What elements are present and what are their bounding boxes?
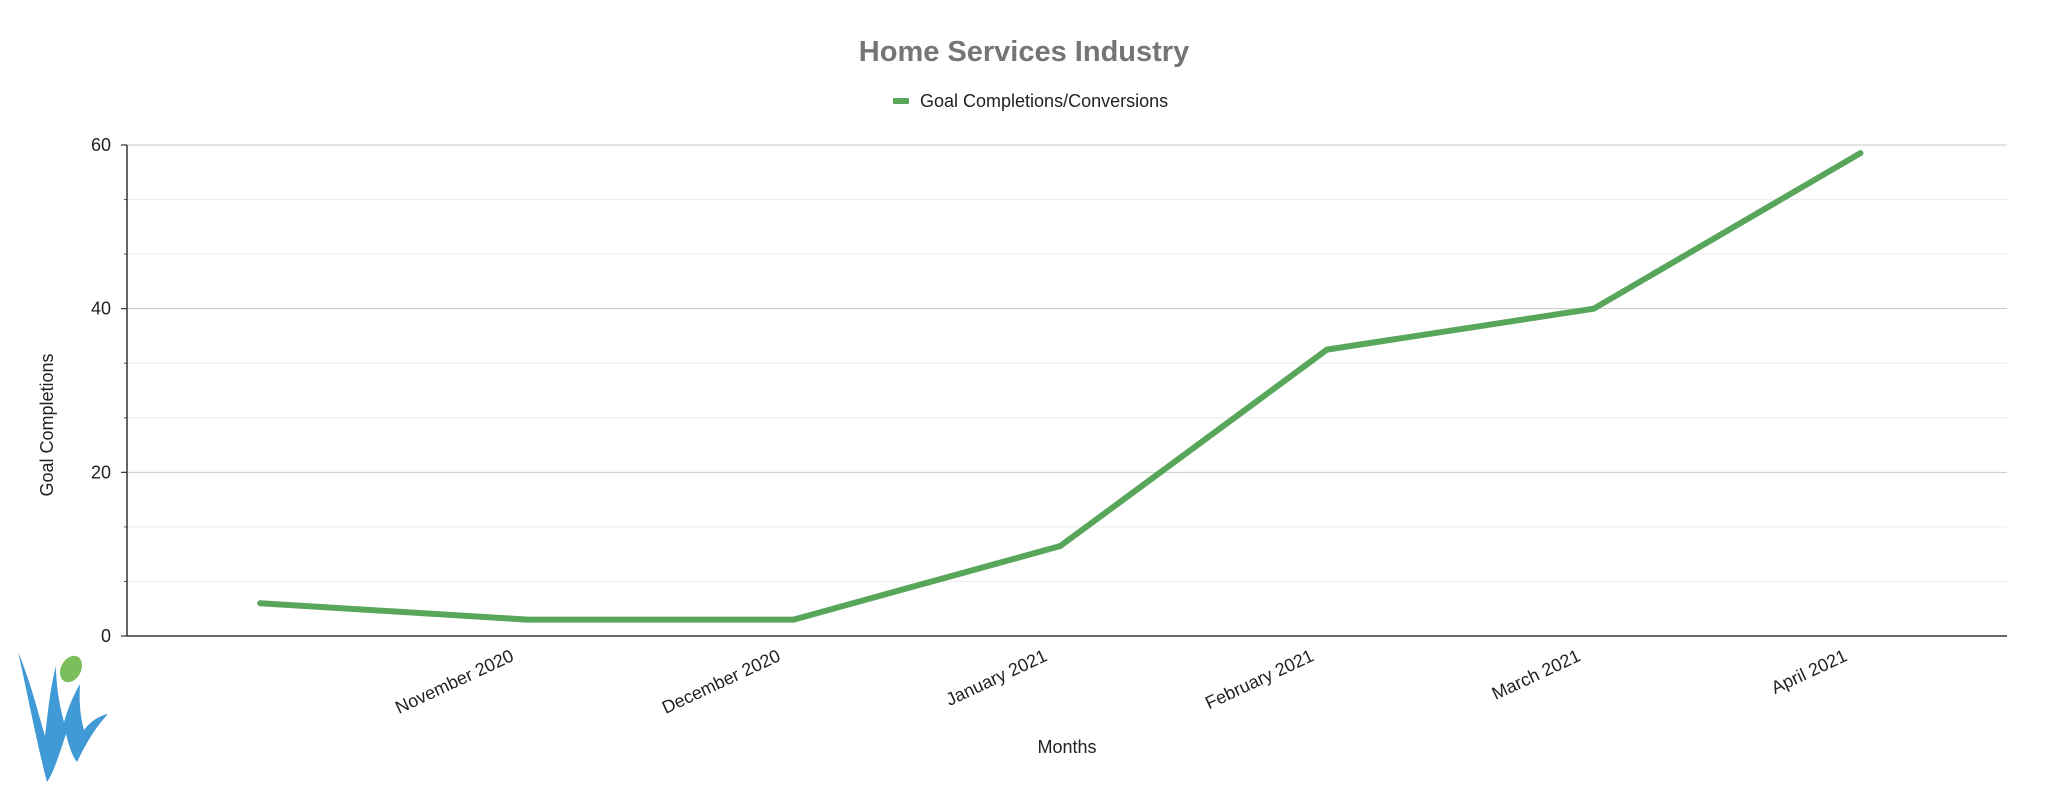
data-point <box>1057 542 1064 549</box>
x-tick-label: January 2021 <box>943 645 1050 709</box>
data-point <box>257 600 264 607</box>
series-group <box>257 150 1864 623</box>
legend: Goal Completions/Conversions <box>893 91 1168 111</box>
y-tick-label: 60 <box>91 135 111 155</box>
y-axis-ticks: 0 20 40 60 <box>91 135 127 646</box>
series-line <box>257 150 1864 623</box>
logo-dot <box>59 655 83 683</box>
data-point <box>524 616 530 623</box>
data-point <box>1590 305 1597 312</box>
y-tick-label: 20 <box>91 462 111 482</box>
x-tick-label: March 2021 <box>1489 645 1584 703</box>
gridlines <box>127 144 2007 582</box>
y-tick-label: 0 <box>101 626 111 646</box>
legend-swatch <box>893 98 909 104</box>
brand-logo <box>18 652 108 782</box>
x-tick-label: November 2020 <box>392 645 517 717</box>
data-point <box>1324 346 1330 353</box>
x-tick-label: February 2021 <box>1202 645 1317 713</box>
y-axis-title: Goal Completions <box>37 353 57 496</box>
x-tick-label: December 2020 <box>659 645 784 717</box>
y-tick-label: 40 <box>91 299 111 319</box>
x-axis-ticks: November 2020 December 2020 January 2021 Fe… <box>392 645 1850 717</box>
legend-label: Goal Completions/Conversions <box>920 91 1168 111</box>
chart-title: Home Services Industry <box>859 36 1189 68</box>
data-point <box>790 616 797 623</box>
x-axis-title: Months <box>1037 737 1096 757</box>
data-point <box>1857 150 1864 157</box>
x-tick-label: April 2021 <box>1768 645 1850 697</box>
logo-w-shape <box>18 652 108 782</box>
